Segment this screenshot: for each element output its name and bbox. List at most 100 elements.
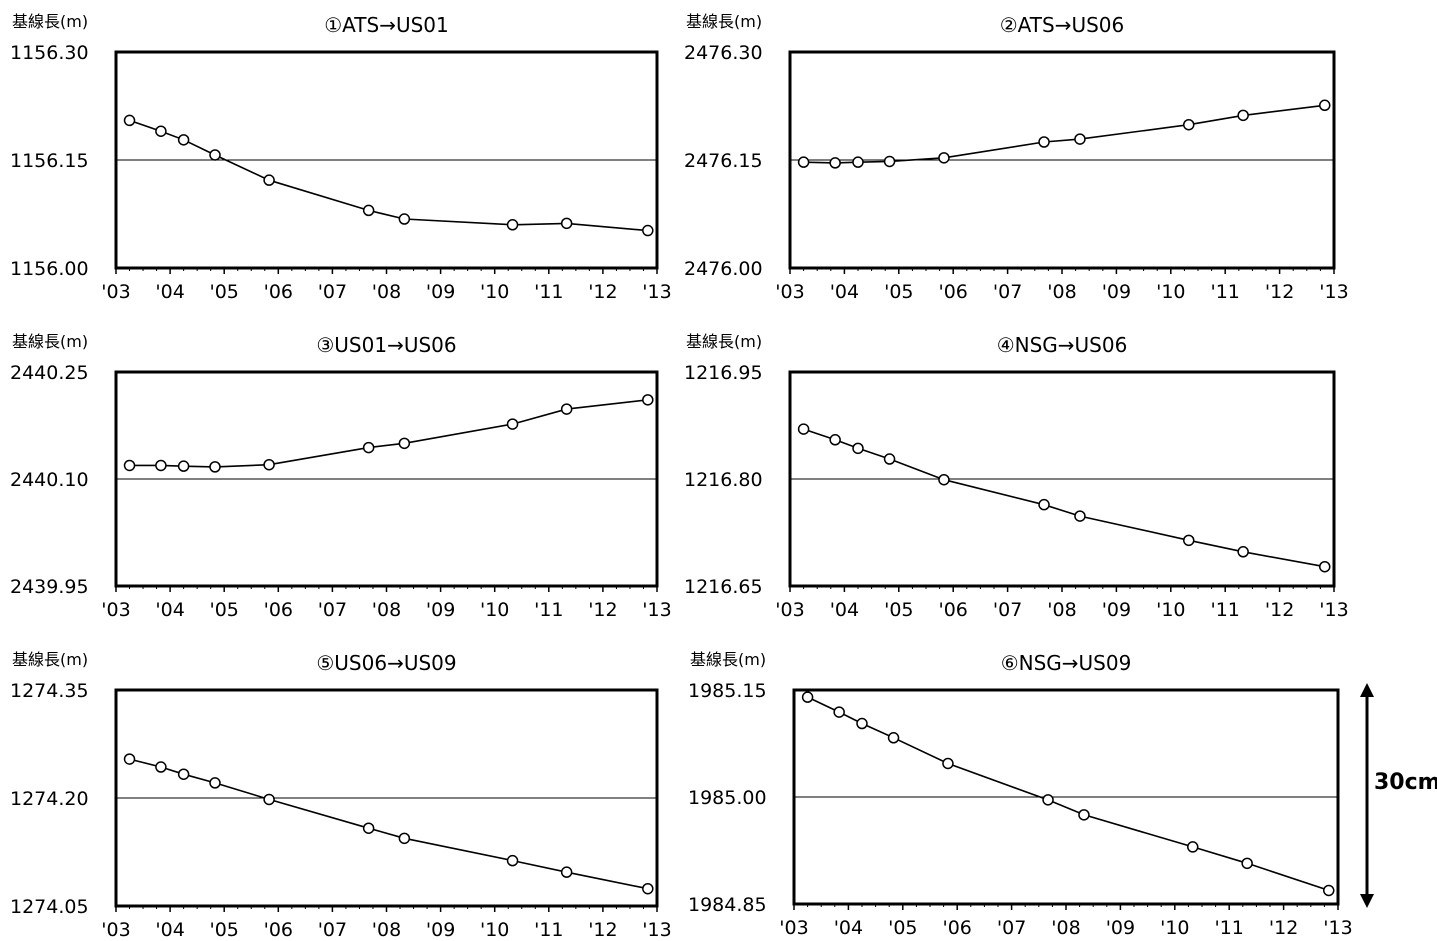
data-point: [1078, 809, 1090, 821]
data-point: [797, 423, 810, 435]
y-axis-unit-label: 基線長(m): [686, 12, 762, 31]
data-point: [856, 717, 868, 730]
y-tick-label: 1274.05: [10, 896, 89, 918]
x-tick-label: '08: [372, 599, 401, 621]
data-point: [263, 458, 275, 471]
x-tick-label: '09: [1102, 599, 1131, 621]
data-point: [887, 732, 900, 744]
data-point: [398, 213, 411, 225]
x-tick-label: '08: [372, 919, 401, 941]
series-line: [129, 758, 648, 890]
x-tick-label: '10: [480, 599, 509, 621]
y-axis-unit-label: 基線長(m): [12, 650, 88, 669]
data-point: [829, 434, 841, 446]
data-point: [1042, 794, 1054, 806]
x-tick-label: '11: [534, 281, 563, 303]
x-tick-label: '12: [588, 599, 617, 621]
y-tick-label: 1216.65: [684, 576, 763, 598]
x-tick-label: '13: [1323, 917, 1352, 939]
y-tick-label: 2476.00: [684, 258, 763, 280]
x-tick-label: '08: [372, 281, 401, 303]
plot-frame: [114, 688, 659, 908]
y-axis-unit-label: 基線長(m): [12, 12, 88, 31]
y-tick-label: 1274.35: [10, 680, 89, 702]
scale-bar-label: 30cm: [1374, 770, 1437, 795]
data-point: [560, 217, 573, 230]
x-tick-label: '03: [775, 599, 804, 621]
x-tick-label: '07: [318, 599, 347, 621]
x-tick-label: '08: [1047, 281, 1076, 303]
plot-frame: [114, 370, 659, 588]
y-tick-label: 1156.30: [10, 42, 89, 64]
y-tick-label: 1985.00: [688, 787, 767, 809]
scale-bar: [1360, 683, 1374, 908]
data-point: [263, 174, 275, 186]
x-tick-label: '04: [155, 281, 184, 303]
data-point: [398, 437, 411, 450]
x-tick-label: '09: [1106, 917, 1135, 939]
data-point: [801, 691, 814, 703]
data-point: [155, 459, 167, 472]
data-point: [833, 706, 845, 718]
plot-frame: [788, 50, 1336, 270]
y-tick-label: 1156.15: [10, 150, 89, 172]
y-tick-label: 2439.95: [10, 576, 89, 598]
x-tick-label: '13: [642, 599, 671, 621]
series-line: [129, 119, 648, 232]
chart-title: ④NSG→US06: [997, 333, 1128, 357]
y-tick-label: 1216.80: [684, 469, 763, 491]
data-point: [829, 157, 841, 169]
data-point: [1237, 546, 1249, 558]
x-tick-label: '12: [588, 919, 617, 941]
y-axis-unit-label: 基線長(m): [686, 332, 762, 351]
plot-frame: [114, 50, 659, 270]
data-point: [1038, 136, 1050, 148]
x-tick-label: '10: [1160, 917, 1189, 939]
chart-title: ①ATS→US01: [324, 13, 449, 37]
data-point: [209, 149, 221, 161]
data-point: [177, 134, 190, 146]
x-tick-label: '09: [426, 599, 455, 621]
x-tick-label: '06: [942, 917, 971, 939]
x-tick-label: '03: [775, 281, 804, 303]
data-point: [938, 152, 950, 164]
data-point: [1183, 118, 1195, 131]
x-tick-label: '06: [264, 281, 293, 303]
x-tick-label: '03: [101, 919, 130, 941]
data-point: [1237, 109, 1249, 122]
y-tick-label: 2440.10: [10, 469, 89, 491]
data-point: [1323, 884, 1335, 897]
x-tick-label: '07: [997, 917, 1026, 939]
x-tick-label: '06: [264, 919, 293, 941]
x-tick-label: '05: [209, 919, 238, 941]
scale-bar-arrow-up-icon: [1360, 683, 1374, 697]
chart-4: ④NSG→US06 基線長(m) 1216.95 1216.80 1216.65 '03 '…: [684, 332, 1349, 621]
plot-frame: [792, 688, 1340, 906]
x-tick-label: '10: [1156, 281, 1185, 303]
data-point: [123, 753, 136, 765]
x-tick-label: '08: [1047, 599, 1076, 621]
data-point: [560, 403, 573, 415]
y-tick-label: 2476.15: [684, 150, 763, 172]
x-tick-label: '03: [101, 599, 130, 621]
y-axis-unit-label: 基線長(m): [12, 332, 88, 351]
x-tick-label: '06: [938, 599, 967, 621]
x-tick-label: '05: [884, 599, 913, 621]
x-tick-label: '05: [888, 917, 917, 939]
x-tick-label: '12: [588, 281, 617, 303]
x-tick-label: '05: [884, 281, 913, 303]
data-point: [883, 155, 896, 168]
data-point: [642, 394, 654, 406]
data-point: [506, 219, 519, 231]
x-tick-label: '06: [938, 281, 967, 303]
data-point: [155, 125, 167, 137]
chart-title: ②ATS→US06: [1000, 13, 1125, 37]
data-point: [1319, 560, 1331, 573]
y-tick-label: 1984.85: [688, 894, 767, 916]
data-point: [560, 866, 573, 878]
y-tick-label: 2440.25: [10, 362, 89, 384]
x-tick-label: '09: [1102, 281, 1131, 303]
chart-title: ⑥NSG→US09: [1001, 651, 1132, 675]
data-point: [1074, 510, 1086, 522]
